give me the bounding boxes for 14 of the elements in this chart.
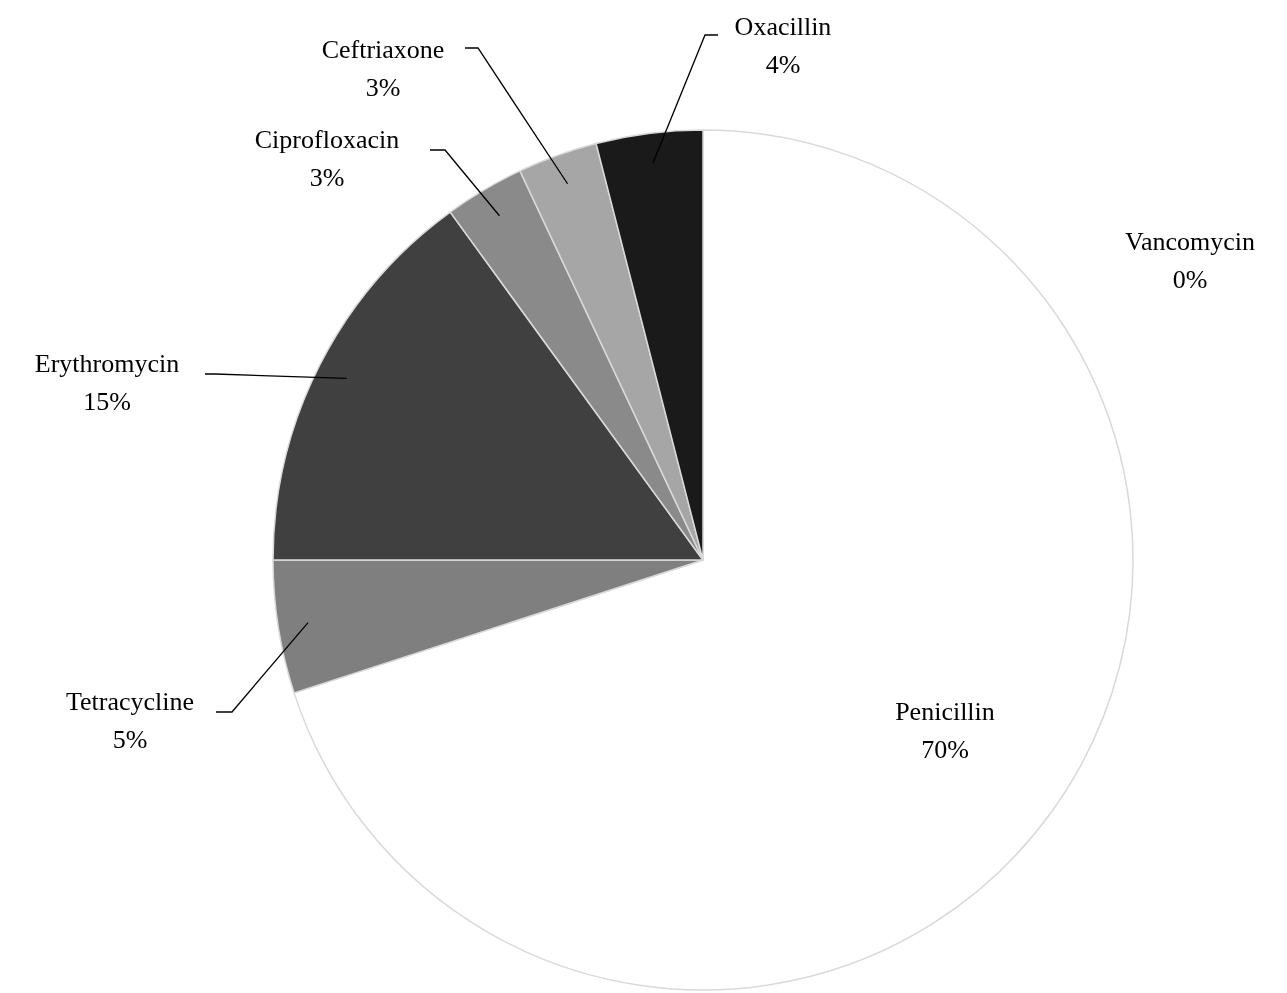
- data-label: 4%: [765, 50, 801, 79]
- slice-label: Penicillin: [895, 697, 995, 726]
- data-label: 3%: [365, 73, 401, 102]
- text: 0%: [1172, 265, 1208, 294]
- slice-label: Tetracycline: [65, 687, 195, 716]
- slice-label: Oxacillin: [734, 12, 832, 41]
- slice-label: Erythromycin: [34, 349, 180, 378]
- category-label: Vancomycin: [1125, 227, 1255, 256]
- data-label: 15%: [83, 387, 131, 416]
- data-label: 5%: [112, 725, 148, 754]
- slice-label: Ciprofloxacin: [254, 125, 400, 154]
- data-label: 70%: [921, 735, 969, 764]
- data-label: 3%: [309, 163, 345, 192]
- slice-label: Ceftriaxone: [321, 35, 445, 64]
